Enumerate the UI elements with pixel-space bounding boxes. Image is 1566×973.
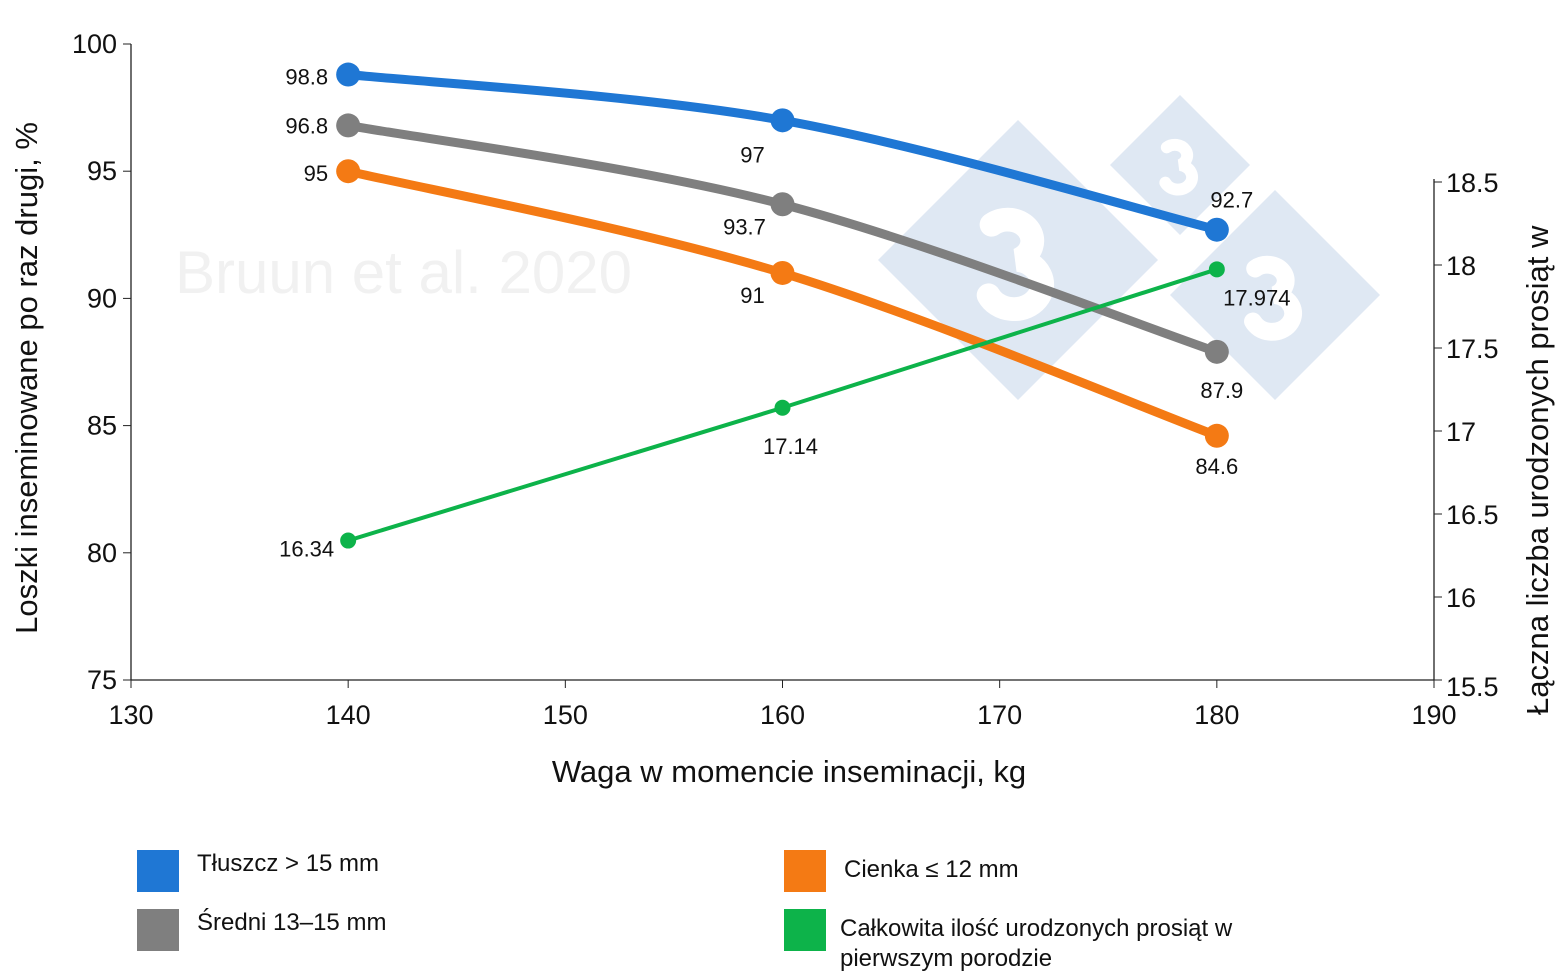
x-tick-label: 170: [977, 700, 1022, 730]
y2-tick-label: 18: [1446, 251, 1476, 281]
data-point: [770, 108, 795, 133]
data-label: 87.9: [1200, 378, 1243, 403]
data-point: [1208, 261, 1225, 278]
data-label: 16.34: [279, 537, 334, 562]
x-tick-label: 190: [1411, 700, 1456, 730]
y2-tick-label: 16.5: [1446, 500, 1499, 530]
data-point: [336, 113, 361, 138]
y-axis-title: Loszki inseminowane po raz drugi, %: [9, 122, 44, 634]
data-point: [1204, 217, 1229, 242]
x-axis-title: Waga w momencie inseminacji, kg: [552, 754, 1026, 789]
y2-axis-title: Łączna liczba urodzonych prosiąt w: [1520, 225, 1555, 715]
legend-label: Średni 13–15 mm: [197, 908, 386, 936]
legend: Tłuszcz > 15 mm Cienka ≤ 12 mm Średni 13–1…: [137, 850, 1233, 972]
y2-tick-label: 18.5: [1446, 168, 1499, 198]
data-label: 92.7: [1210, 188, 1253, 213]
logo-digit-three: [971, 207, 1055, 322]
legend-label: Tłuszcz > 15 mm: [197, 850, 379, 877]
data-label: 97: [740, 142, 764, 167]
data-label: 95: [304, 161, 328, 186]
x-tick-label: 180: [1194, 700, 1239, 730]
y-tick-label: 75: [87, 665, 117, 695]
legend-swatch: [784, 909, 826, 951]
data-point: [774, 399, 791, 416]
logo-digit-three: [1156, 138, 1198, 196]
data-label: 98.8: [285, 65, 328, 90]
y2-tick-label: 15.5: [1446, 672, 1499, 702]
x-tick-label: 160: [760, 700, 805, 730]
data-label: 93.7: [723, 214, 766, 239]
data-point: [340, 532, 357, 549]
series-group: 98.8 97 92.7 96.8 93.7 87.9 95 91 84.6 16.34 17.14…: [279, 62, 1290, 562]
data-point: [336, 62, 361, 87]
data-point: [1204, 339, 1229, 364]
legend-label: pierwszym porodzie: [840, 945, 1052, 972]
legend-label: Cienka ≤ 12 mm: [844, 856, 1019, 883]
x-tick-label: 130: [108, 700, 153, 730]
y-tick-label: 80: [87, 538, 117, 568]
watermark: Bruun et al. 2020: [175, 95, 1380, 400]
legend-swatch: [137, 850, 179, 892]
axes: 130 140 150 160 170 180 190 75 80 85 90 95 100 15.5 16…: [9, 29, 1555, 789]
y-tick-label: 100: [72, 29, 117, 59]
data-point: [770, 192, 795, 217]
y2-tick-label: 17.5: [1446, 334, 1499, 364]
data-point: [1204, 423, 1229, 448]
legend-label: Całkowita ilość urodzonych prosiąt w: [840, 915, 1233, 942]
data-point: [770, 260, 795, 285]
y-tick-label: 95: [87, 156, 117, 186]
data-label: 91: [740, 283, 764, 308]
x-tick-label: 140: [326, 700, 371, 730]
logo-digit-three: [1239, 255, 1303, 341]
data-label: 17.14: [763, 434, 818, 459]
legend-swatch: [137, 909, 179, 951]
y-tick-label: 85: [87, 411, 117, 441]
data-point: [336, 159, 361, 184]
x-tick-label: 150: [543, 700, 588, 730]
data-label: 17.974: [1223, 285, 1290, 310]
watermark-text: Bruun et al. 2020: [175, 239, 632, 306]
data-label: 84.6: [1195, 454, 1238, 479]
legend-swatch: [784, 850, 826, 892]
y2-tick-label: 17: [1446, 417, 1476, 447]
y-tick-label: 90: [87, 283, 117, 313]
y2-tick-label: 16: [1446, 583, 1476, 613]
data-label: 96.8: [285, 113, 328, 138]
